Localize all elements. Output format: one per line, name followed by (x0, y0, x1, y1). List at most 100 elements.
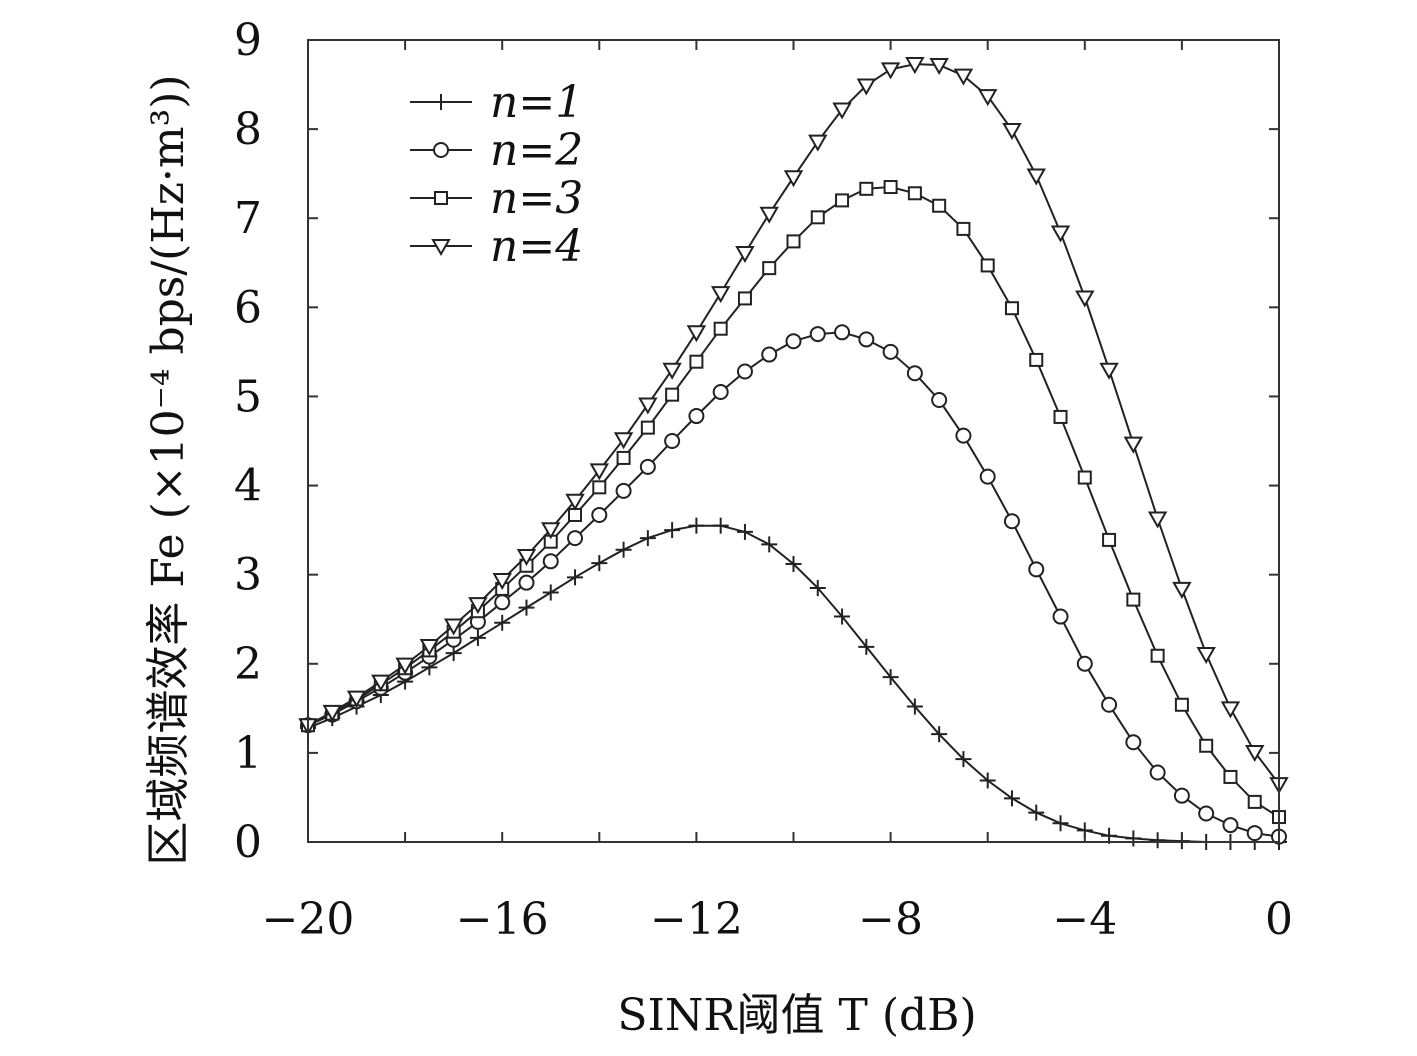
data-point (977, 89, 998, 107)
x-tick-label: −20 (262, 894, 355, 945)
x-tick-label: 0 (1265, 894, 1293, 945)
data-point (565, 493, 585, 511)
data-point (882, 343, 899, 360)
data-point (809, 580, 826, 597)
data-point (759, 206, 779, 224)
data-point (979, 772, 996, 789)
data-point (736, 363, 753, 380)
data-point (443, 618, 464, 636)
series-line (307, 185, 1280, 818)
legend: n=1n=2n=3n=4 (410, 77, 583, 272)
data-point (1003, 513, 1020, 530)
data-point (1247, 794, 1262, 809)
data-point (1172, 581, 1192, 599)
data-point (638, 397, 658, 415)
data-point (689, 354, 704, 369)
data-point (1246, 825, 1263, 842)
data-point (1075, 290, 1095, 308)
data-point (785, 333, 802, 350)
data-point (541, 522, 561, 540)
data-point (1147, 511, 1168, 529)
data-point (322, 704, 342, 722)
data-point (665, 387, 680, 402)
data-point (688, 408, 705, 425)
data-point (640, 420, 655, 435)
legend-item-1: n=1 (410, 77, 583, 128)
data-point (1149, 832, 1166, 849)
data-point (834, 608, 851, 625)
data-point (1223, 769, 1238, 784)
data-point (664, 433, 681, 449)
data-point (786, 234, 801, 249)
y-axis-title: 区域频谱效率 Fe (×10⁻⁴ bps/(Hz·m³)) (143, 74, 194, 865)
data-point (783, 170, 804, 188)
data-point (858, 331, 875, 348)
legend-label: n=1 (490, 77, 583, 128)
legend-marker (431, 239, 451, 257)
data-point (953, 68, 974, 86)
data-point (762, 261, 777, 276)
legend-marker (434, 191, 448, 205)
data-point (591, 555, 608, 572)
data-point (1099, 362, 1119, 380)
data-point (419, 638, 440, 656)
data-point (737, 291, 752, 306)
data-point (1174, 697, 1189, 712)
data-point (1199, 738, 1214, 753)
data-point (1125, 734, 1142, 751)
legend-item-3: n=3 (410, 173, 583, 224)
data-point (468, 597, 488, 615)
data-point (858, 638, 875, 655)
series-1 (300, 517, 1287, 850)
data-point (979, 468, 996, 485)
x-tick-label: −16 (456, 894, 549, 945)
data-point (516, 548, 537, 566)
data-point (882, 669, 899, 686)
data-point (1149, 764, 1166, 781)
y-tick-label: 2 (234, 639, 262, 690)
series-line (307, 524, 1279, 843)
data-point (1173, 787, 1190, 804)
data-point (1002, 123, 1022, 141)
legend-marker (433, 94, 449, 110)
data-point (494, 614, 511, 631)
legend-label: n=3 (490, 173, 583, 224)
y-tick-label: 7 (234, 193, 262, 244)
data-point (591, 506, 608, 523)
data-point (518, 574, 535, 591)
data-point (809, 326, 826, 343)
data-point (395, 657, 415, 675)
legend-label: n=2 (490, 125, 583, 176)
data-point (1004, 301, 1019, 316)
data-point (613, 432, 634, 450)
data-point (542, 584, 559, 601)
data-point (1052, 608, 1069, 625)
x-axis-title: SINR阈值 T (dB) (617, 990, 976, 1041)
data-point (761, 346, 778, 363)
data-point (371, 674, 391, 692)
data-point (1077, 470, 1092, 485)
legend-item-4: n=4 (410, 221, 583, 272)
data-point (810, 210, 825, 225)
data-point (1003, 790, 1020, 807)
data-point (906, 365, 923, 382)
y-tick-label: 5 (234, 371, 262, 422)
data-point (664, 522, 681, 539)
data-point (713, 321, 728, 336)
data-point (542, 553, 559, 570)
data-point (856, 78, 877, 96)
legend-marker (433, 142, 449, 158)
data-point (445, 645, 462, 662)
data-point (494, 594, 511, 611)
series-4 (298, 57, 1289, 795)
plot-area (298, 57, 1289, 850)
data-point (567, 530, 584, 547)
data-point (567, 569, 584, 586)
data-point (906, 698, 923, 715)
data-point (931, 726, 948, 743)
data-point (932, 198, 947, 213)
data-point (1198, 805, 1215, 822)
x-tick-label: −8 (858, 894, 923, 945)
data-point (518, 599, 535, 616)
